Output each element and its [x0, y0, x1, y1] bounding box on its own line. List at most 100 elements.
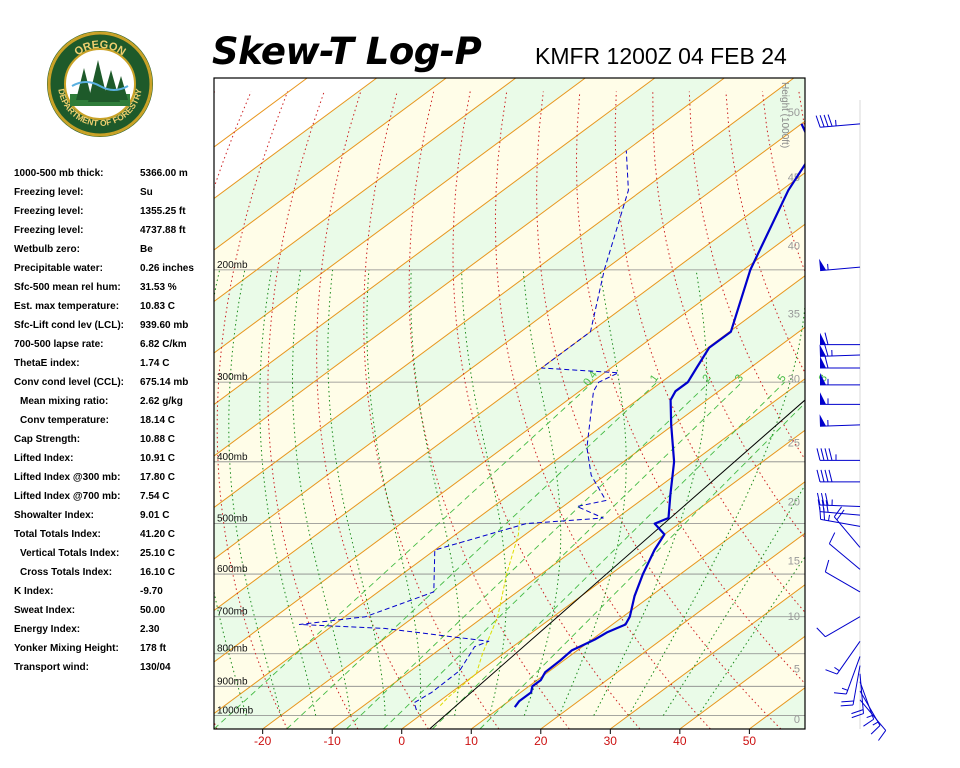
- wind-barb-tick: [820, 492, 825, 506]
- wind-barb-shaft: [833, 516, 861, 548]
- height-tick-label: 35: [788, 308, 800, 320]
- dry-adiabat: [214, 91, 216, 95]
- isotherm-line: [214, 78, 795, 509]
- dry-adiabat: [316, 91, 429, 729]
- pressure-label: 400mb: [217, 452, 248, 463]
- index-value: 939.60 mb: [140, 320, 189, 331]
- wind-barb-half-tick: [872, 721, 879, 726]
- dry-adiabat: [688, 91, 805, 461]
- height-tick-label: 20: [788, 497, 800, 509]
- index-row: Lifted Index @300 mb: 17.80 C: [14, 472, 214, 491]
- wind-barb-flag: [819, 344, 826, 357]
- dry-adiabat: [872, 92, 960, 730]
- index-row: Conv temperature: 18.14 C: [14, 415, 214, 434]
- index-label: Freezing level:: [14, 206, 84, 217]
- index-label: Conv cond level (CCL):: [14, 377, 125, 388]
- index-value: 0.26 inches: [140, 263, 194, 274]
- index-value: 16.10 C: [140, 567, 176, 578]
- isotherm-line: [610, 584, 805, 729]
- dewpoint-profile-line: [298, 150, 629, 711]
- index-row: Sfc-Lift cond lev (LCL): 939.60 mb: [14, 320, 214, 339]
- moist-adiabat: [259, 269, 317, 716]
- parcel-path-line: [439, 517, 521, 706]
- index-row: Mean mixing ratio: 2.62 g/kg: [14, 396, 214, 415]
- temperature-band: [214, 121, 805, 611]
- pressure-label: 600mb: [217, 564, 248, 575]
- pressure-label: 700mb: [217, 607, 248, 618]
- index-row: Precipitable water: 0.26 inches: [14, 263, 214, 282]
- wind-barb-half-tick: [835, 119, 837, 126]
- index-row: Cap Strength: 10.88 C: [14, 434, 214, 453]
- wind-barb-tick: [816, 448, 821, 461]
- temperature-tick-label: -10: [324, 734, 342, 748]
- wind-barb-tick: [851, 713, 864, 719]
- isotherm-line: [214, 78, 377, 200]
- wind-barb: [859, 699, 887, 741]
- temperature-profile-line: [513, 123, 805, 708]
- index-label: Cross Totals Index:: [20, 567, 113, 578]
- temperature-tick-label: -20: [254, 734, 272, 748]
- index-row: Lifted Index @700 mb: 7.54 C: [14, 491, 214, 510]
- wind-barb-shaft: [859, 681, 875, 720]
- wind-barb: [817, 499, 861, 516]
- pressure-label: 800mb: [217, 644, 248, 655]
- index-row: Cross Totals Index: 16.10 C: [14, 567, 214, 586]
- wind-barb: [816, 448, 860, 461]
- wind-barb: [833, 656, 861, 695]
- grid-lines: [170, 78, 960, 730]
- moist-adiabat: [662, 484, 805, 716]
- wind-barb: [859, 681, 875, 727]
- index-label: Lifted Index:: [14, 453, 74, 464]
- wind-barb-tick: [816, 492, 821, 506]
- temperature-axis-group: -20 -10 0 10 20 30 40 50: [254, 729, 756, 748]
- index-label: Est. max temperature:: [14, 301, 120, 312]
- index-label: Wetbulb zero:: [14, 244, 80, 255]
- pressure-label: 500mb: [217, 514, 248, 525]
- wind-barb: [816, 469, 860, 483]
- wind-barb: [816, 616, 861, 638]
- height-tick-label: 50: [788, 107, 800, 119]
- index-row: K Index: -9.70: [14, 586, 214, 605]
- index-value: 1355.25 ft: [140, 206, 186, 217]
- wind-barb-flag: [820, 332, 826, 345]
- index-value: 10.91 C: [140, 453, 176, 464]
- temperature-band: [214, 78, 805, 560]
- moist-adiabat: [170, 270, 212, 716]
- wind-barb: [825, 641, 861, 675]
- temperature-band-group: [214, 78, 805, 729]
- wind-barb: [820, 392, 860, 405]
- dry-adiabat: [494, 91, 711, 729]
- index-label: Freezing level:: [14, 187, 84, 198]
- wind-barb-shaft: [820, 424, 861, 427]
- svg-text:OREGON: OREGON: [72, 39, 127, 59]
- temperature-tick-label: 0: [398, 734, 405, 748]
- index-row: Wetbulb zero: Be: [14, 244, 214, 263]
- wind-barb-shaft: [820, 511, 861, 516]
- index-label: Vertical Totals Index:: [20, 548, 120, 559]
- index-value: 6.82 C/km: [140, 339, 187, 350]
- station-time-label: KMFR 1200Z 04 FEB 24: [535, 43, 787, 69]
- index-label: Lifted Index @300 mb:: [14, 472, 121, 483]
- index-row: Sfc-500 mean rel hum: 31.53 %: [14, 282, 214, 301]
- moist-adiabat: [628, 300, 805, 716]
- wind-barb-tick: [820, 448, 825, 461]
- wind-barb-tick: [840, 704, 854, 707]
- index-row: Energy Index: 2.30: [14, 624, 214, 643]
- wind-barb-flag: [819, 258, 827, 271]
- sounding-indices-panel: 1000-500 mb thick: 5366.00 m Freezing leve…: [14, 168, 214, 681]
- index-value: 5366.00 m: [140, 168, 188, 179]
- index-value: 10.83 C: [140, 301, 176, 312]
- pressure-label: 300mb: [217, 372, 248, 383]
- dry-adiabat: [945, 92, 960, 730]
- mixing-ratio-label: 2: [700, 372, 713, 384]
- index-row: Freezing level: 4737.88 ft: [14, 225, 214, 244]
- mixing-ratio-label: 5: [775, 372, 788, 384]
- index-value: 7.54 C: [140, 491, 170, 502]
- index-row: Total Totals Index: 41.20 C: [14, 529, 214, 548]
- wind-barb-tick: [824, 344, 829, 357]
- mixing-ratio-line: [383, 381, 743, 729]
- wind-barb: [819, 344, 861, 357]
- index-label: Lifted Index @700 mb:: [14, 491, 121, 502]
